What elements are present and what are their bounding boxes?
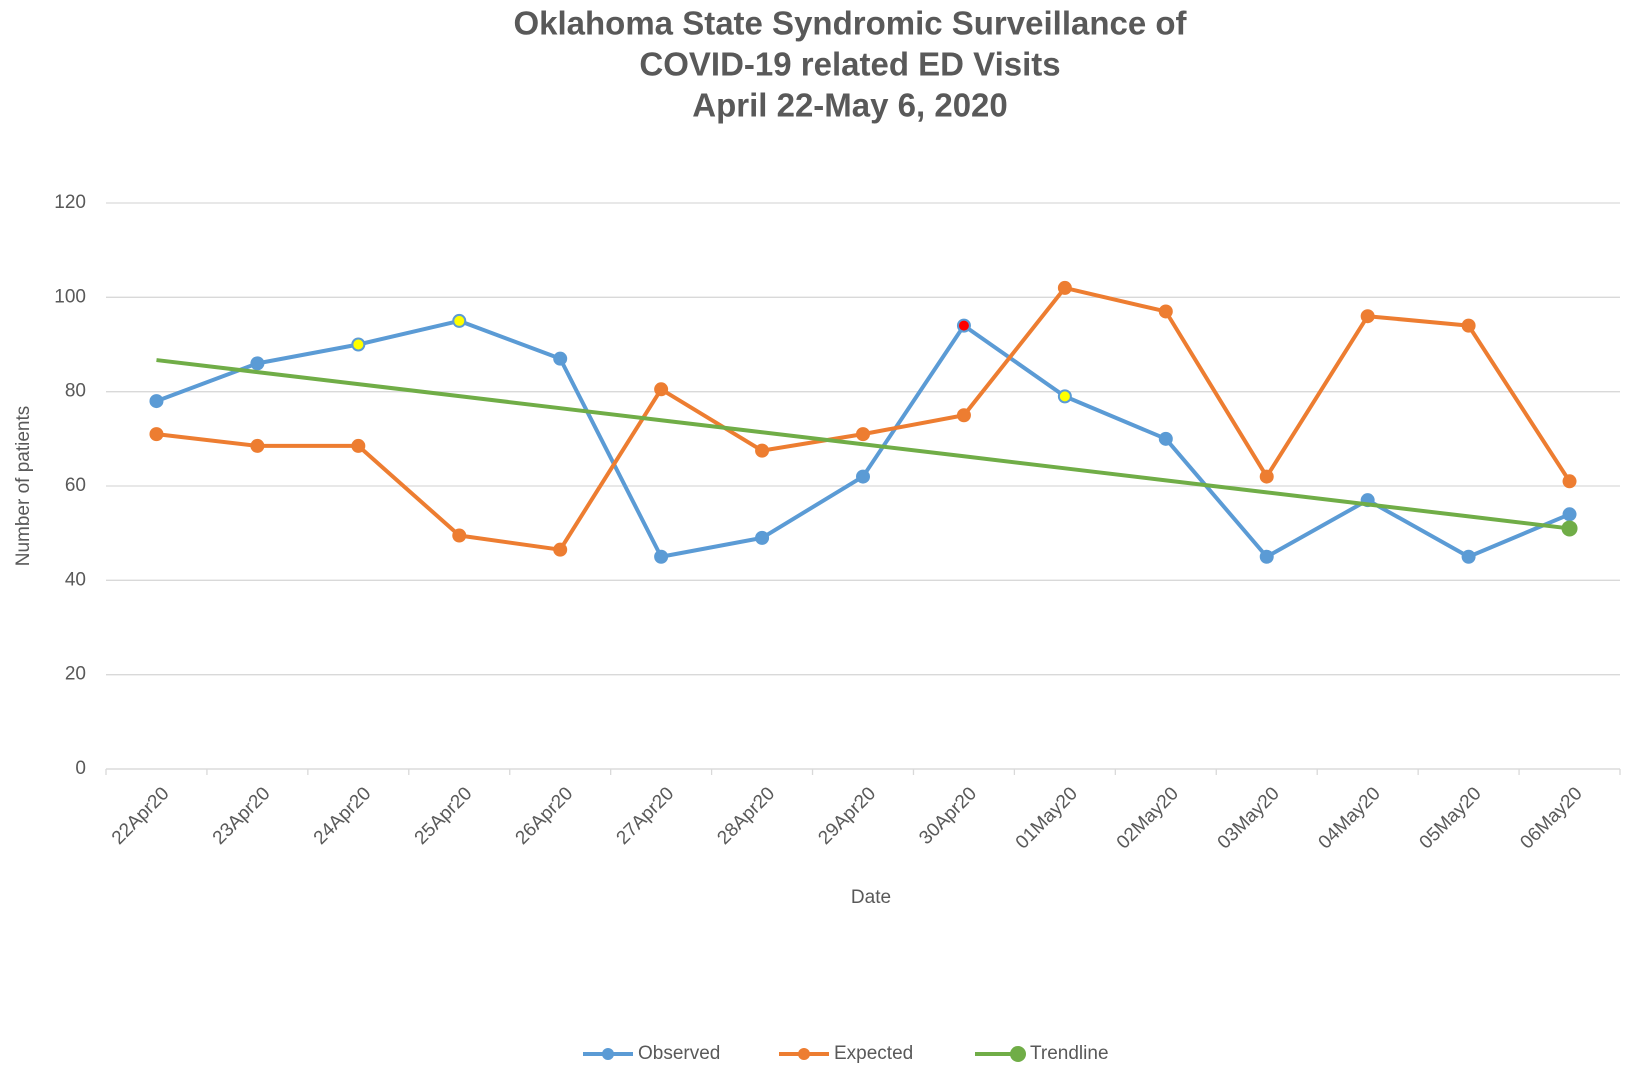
data-point xyxy=(553,542,568,557)
data-point xyxy=(1461,318,1476,333)
data-point xyxy=(755,530,770,545)
y-tick-label: 80 xyxy=(65,381,86,402)
chart-title: COVID-19 related ED Visits xyxy=(639,46,1060,83)
legend: Observed Expected Trendline xyxy=(583,1043,1109,1064)
data-point xyxy=(553,351,568,366)
data-point xyxy=(250,438,265,453)
y-tick-label: 40 xyxy=(65,569,86,590)
y-tick-label: 120 xyxy=(54,192,86,213)
data-point xyxy=(654,382,669,397)
x-tick-label: 04May20 xyxy=(1315,783,1385,853)
data-point xyxy=(1562,474,1577,489)
x-tick-label: 29Apr20 xyxy=(814,783,880,849)
y-axis-title: Number of patients xyxy=(13,406,34,567)
data-point xyxy=(956,318,971,333)
legend-label: Expected xyxy=(834,1043,913,1064)
data-point xyxy=(1158,431,1173,446)
data-point xyxy=(452,313,467,328)
x-tick-label: 02May20 xyxy=(1113,783,1183,853)
legend-label: Observed xyxy=(638,1043,720,1064)
y-tick-label: 20 xyxy=(65,664,86,685)
data-point xyxy=(351,438,366,453)
series-line xyxy=(156,285,1572,552)
chart-title: April 22-May 6, 2020 xyxy=(692,87,1008,124)
x-tick-label: 25Apr20 xyxy=(411,783,477,849)
data-point xyxy=(351,337,366,352)
legend-marker xyxy=(602,1048,614,1060)
data-point xyxy=(1158,304,1173,319)
x-tick-label: 01May20 xyxy=(1012,783,1082,853)
y-tick-label: 60 xyxy=(65,475,86,496)
data-point xyxy=(755,443,770,458)
y-tick-label: 0 xyxy=(75,758,86,779)
data-point xyxy=(1561,520,1578,537)
data-point xyxy=(654,549,669,564)
x-tick-label: 23Apr20 xyxy=(209,783,275,849)
data-point xyxy=(452,528,467,543)
legend-marker xyxy=(1010,1046,1026,1062)
x-tick-label: 05May20 xyxy=(1416,783,1486,853)
data-point xyxy=(1461,549,1476,564)
data-point xyxy=(1360,309,1375,324)
x-tick-label: 26Apr20 xyxy=(512,783,578,849)
chart-title: Oklahoma State Syndromic Surveillance of xyxy=(513,5,1187,42)
legend-label: Trendline xyxy=(1030,1043,1109,1064)
x-tick-label: 24Apr20 xyxy=(310,783,376,849)
x-axis-title: Date xyxy=(851,887,891,908)
x-tick-label: 03May20 xyxy=(1214,783,1284,853)
y-tick-label: 100 xyxy=(54,286,86,307)
data-point xyxy=(856,427,870,442)
data-point xyxy=(1562,507,1577,522)
data-point xyxy=(956,408,971,423)
data-point xyxy=(856,469,870,484)
data-point xyxy=(1057,389,1072,404)
x-tick-label: 28Apr20 xyxy=(713,783,779,849)
data-point xyxy=(1057,280,1072,295)
data-point xyxy=(149,394,164,409)
x-tick-label: 22Apr20 xyxy=(108,783,174,849)
x-tick-label: 30Apr20 xyxy=(915,783,981,849)
data-point xyxy=(1259,549,1274,564)
x-tick-label: 27Apr20 xyxy=(613,783,679,849)
x-tick-label: 06May20 xyxy=(1516,783,1586,853)
data-point xyxy=(1259,469,1274,484)
data-point xyxy=(250,356,265,371)
legend-marker xyxy=(798,1048,810,1060)
data-point xyxy=(149,427,164,442)
series-line xyxy=(156,358,1570,531)
